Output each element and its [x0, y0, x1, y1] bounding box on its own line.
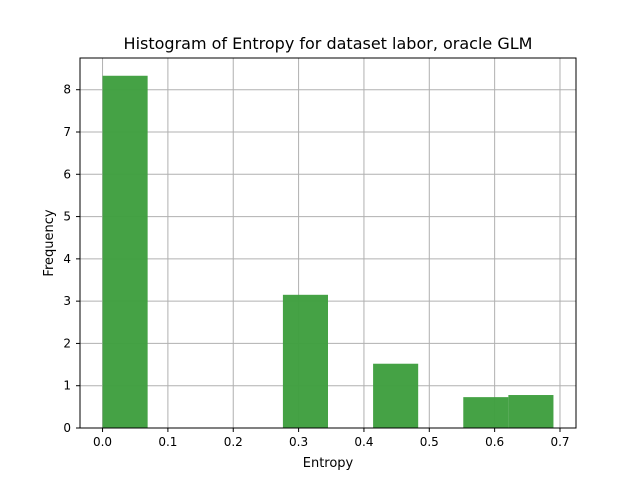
y-tick-label: 6: [63, 167, 71, 181]
y-axis-ticks: 0 1 2 3 4 5 6 7 8: [63, 83, 80, 435]
x-tick-label: 0.3: [289, 435, 308, 449]
histogram-bar: [508, 395, 554, 428]
y-tick-label: 3: [63, 294, 71, 308]
histogram-bar: [282, 294, 328, 428]
chart-title: Histogram of Entropy for dataset labor, …: [124, 34, 533, 53]
y-tick-label: 1: [63, 379, 71, 393]
x-tick-label: 0.2: [224, 435, 243, 449]
y-tick-label: 7: [63, 125, 71, 139]
axes-frame: [79, 57, 577, 429]
y-axis-label: Frequency: [42, 209, 57, 276]
histogram-bar: [102, 75, 148, 428]
histogram-bar: [463, 397, 509, 428]
x-tick-label: 0.0: [93, 435, 112, 449]
x-tick-label: 0.4: [354, 435, 373, 449]
y-tick-label: 5: [63, 210, 71, 224]
x-tick-label: 0.7: [550, 435, 569, 449]
x-tick-label: 0.5: [420, 435, 439, 449]
x-axis-ticks: 0.0 0.1 0.2 0.3 0.4 0.5 0.6 0.7: [93, 428, 570, 449]
bars: [102, 75, 554, 428]
y-tick-label: 0: [63, 421, 71, 435]
x-tick-label: 0.6: [485, 435, 504, 449]
x-axis-label: Entropy: [303, 456, 354, 471]
y-tick-label: 4: [63, 252, 71, 266]
y-tick-label: 8: [63, 83, 71, 97]
histogram-bar: [373, 363, 419, 428]
x-tick-label: 0.1: [158, 435, 177, 449]
y-tick-label: 2: [63, 336, 71, 350]
